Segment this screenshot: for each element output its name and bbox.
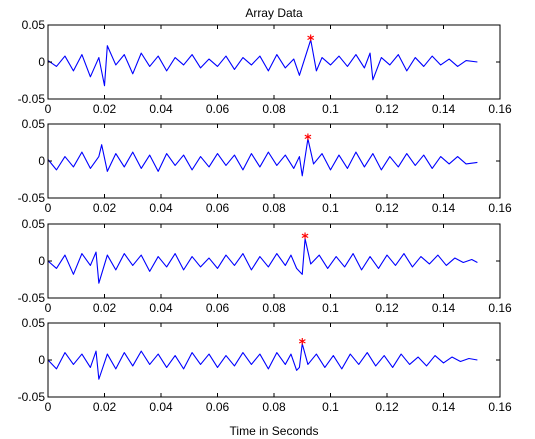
- panels-container: *0 0.02 0.04 0.06 0.08 0.1 0.12 0.14 0.16-0.0500…: [18, 18, 512, 414]
- x-tick-label: 0.16: [488, 201, 512, 215]
- x-tick-label: 0.06: [206, 102, 230, 116]
- series-line-4: [47, 343, 478, 380]
- y-tick-label: -0.05: [18, 390, 46, 404]
- y-tick-label: 0.05: [22, 117, 46, 131]
- panel-4: *0 0.02 0.04 0.06 0.08 0.1 0.12 0.14 0.16-0.0500…: [18, 316, 512, 414]
- x-tick-label: 0.08: [262, 201, 286, 215]
- x-tick-label: 0.02: [93, 400, 117, 414]
- panel-2: *0 0.02 0.04 0.06 0.08 0.1 0.12 0.14 0.16-0.0500…: [18, 117, 512, 215]
- y-tick-label: 0: [38, 55, 45, 69]
- x-tick-label: 0.06: [206, 201, 230, 215]
- series-line-1: [47, 39, 478, 87]
- x-tick-label: 0.14: [432, 400, 456, 414]
- x-tick-label: 0.16: [488, 102, 512, 116]
- x-tick-label: 0.16: [488, 400, 512, 414]
- x-tick-label: 0.02: [93, 201, 117, 215]
- chart-title: Array Data: [245, 6, 303, 20]
- x-tick-label: 0.06: [206, 400, 230, 414]
- series-line-3: [47, 238, 478, 284]
- peak-marker-3: *: [301, 231, 309, 247]
- y-tick-label: -0.05: [18, 92, 46, 106]
- series-line-2: [47, 138, 478, 177]
- panel-3: *0 0.02 0.04 0.06 0.08 0.1 0.12 0.14 0.16-0.0500…: [18, 217, 512, 315]
- y-tick-label: -0.05: [18, 291, 46, 305]
- x-tick-label: 0.14: [432, 301, 456, 315]
- x-tick-label: 0.04: [149, 201, 173, 215]
- x-tick-label: 0.06: [206, 301, 230, 315]
- x-tick-label: 0.08: [262, 102, 286, 116]
- x-tick-label: 0.16: [488, 301, 512, 315]
- y-tick-label: 0.05: [22, 316, 46, 330]
- x-tick-label: 0.12: [375, 301, 399, 315]
- x-tick-label: 0.1: [322, 301, 339, 315]
- x-tick-label: 0.08: [262, 301, 286, 315]
- x-tick-label: 0.1: [322, 102, 339, 116]
- y-tick-label: 0: [38, 353, 45, 367]
- x-tick-label: 0: [45, 201, 52, 215]
- x-tick-label: 0.04: [149, 400, 173, 414]
- y-tick-label: 0: [38, 254, 45, 268]
- y-tick-label: -0.05: [18, 191, 46, 205]
- x-tick-label: 0.1: [322, 400, 339, 414]
- x-tick-label: 0: [45, 301, 52, 315]
- peak-marker-1: *: [307, 33, 315, 49]
- axes-box-4: [47, 322, 501, 398]
- x-tick-label: 0.12: [375, 102, 399, 116]
- x-tick-label: 0: [45, 400, 52, 414]
- x-tick-label: 0.1: [322, 201, 339, 215]
- peak-marker-4: *: [299, 337, 307, 353]
- x-tick-label: 0.04: [149, 301, 173, 315]
- x-tick-label: 0.04: [149, 102, 173, 116]
- y-tick-label: 0.05: [22, 18, 46, 32]
- x-tick-label: 0.12: [375, 400, 399, 414]
- x-tick-label: 0.14: [432, 201, 456, 215]
- x-tick-label: 0.08: [262, 400, 286, 414]
- x-tick-label: 0.14: [432, 102, 456, 116]
- x-tick-label: 0.02: [93, 102, 117, 116]
- y-tick-label: 0.05: [22, 217, 46, 231]
- x-axis-label: Time in Seconds: [230, 424, 319, 438]
- axes-box-1: [47, 24, 501, 100]
- panel-1: *0 0.02 0.04 0.06 0.08 0.1 0.12 0.14 0.16-0.0500…: [18, 18, 512, 116]
- y-tick-label: 0: [38, 154, 45, 168]
- x-tick-label: 0: [45, 102, 52, 116]
- x-tick-label: 0.02: [93, 301, 117, 315]
- x-tick-label: 0.12: [375, 201, 399, 215]
- peak-marker-2: *: [304, 132, 312, 148]
